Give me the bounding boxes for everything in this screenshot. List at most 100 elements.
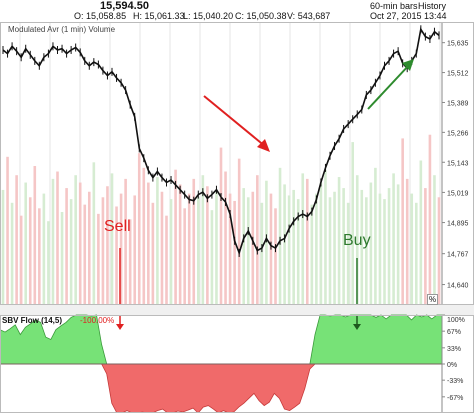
volume-bar [15, 175, 18, 304]
price-tick-label: 15,512 [447, 71, 469, 78]
volume-bar [360, 189, 364, 304]
volume-bar [6, 156, 9, 304]
ohlc-v-value: 543,687 [297, 11, 331, 21]
volume-bar [156, 177, 159, 304]
volume-bar [10, 202, 14, 304]
volume-bar [92, 162, 96, 304]
volume-bar [283, 184, 286, 304]
volume-bar [374, 167, 377, 304]
price-tick-label: 15,019 [447, 190, 469, 197]
volume-bar [365, 197, 368, 304]
bars-label[interactable]: 60-min bars [370, 1, 418, 11]
date-label: Oct 27, 2015 13:44 [370, 11, 447, 21]
percent-icon[interactable]: % [427, 294, 439, 305]
volume-bar [174, 169, 177, 304]
volume-bar [210, 210, 214, 304]
volume-bar [433, 175, 436, 304]
volume-bar [315, 193, 318, 304]
volume-bar [187, 193, 191, 304]
volume-bar [369, 182, 373, 304]
ohlc-o: O: 15,058.85 [74, 11, 127, 21]
volume-bar [201, 175, 205, 304]
volume-bar [1, 189, 5, 304]
volume-bar [28, 197, 32, 304]
volume-bar [60, 212, 64, 304]
volume-bar [56, 171, 59, 304]
volume-bar [206, 186, 209, 304]
up-trend-arrow-line [367, 63, 411, 110]
ohlc-h-value: 15,061.33 [144, 11, 185, 21]
buy-label: Buy [343, 232, 371, 249]
volume-bar [414, 202, 418, 304]
volume-bar [392, 173, 395, 304]
ohlc-c-value: 15,050.38 [246, 11, 287, 21]
ohlc-c-key: C [235, 11, 242, 21]
volume-bar [328, 197, 332, 304]
volume-bar [224, 171, 227, 304]
volume-bar [106, 186, 109, 304]
volume-bar [401, 138, 404, 304]
price-tick-label: 15,266 [447, 130, 469, 137]
volume-bar [33, 166, 37, 304]
flow-tick-label: 67% [447, 329, 461, 336]
volume-bar [301, 173, 305, 304]
volume-bar [147, 182, 150, 304]
volume-bar [119, 193, 123, 304]
volume-bar [97, 213, 100, 304]
volume-bar [219, 147, 223, 304]
flow-tick-label: 100% [447, 317, 465, 324]
volume-bar [160, 191, 164, 304]
volume-bar [310, 204, 314, 304]
volume-bar [115, 206, 118, 304]
flow-positive-area [0, 314, 443, 365]
volume-bar [237, 158, 241, 304]
volume-bar [128, 219, 132, 304]
volume-bar [305, 178, 309, 304]
volume-bar [428, 134, 432, 304]
price-tick-label: 15,635 [447, 41, 469, 48]
volume-bar [274, 208, 277, 304]
flow-annotation: -100.00% [80, 316, 115, 325]
price-tick-label: 15,389 [447, 100, 469, 107]
volume-bar [87, 191, 91, 304]
ohlc-v: V: 543,687 [287, 11, 331, 21]
volume-bar [319, 182, 323, 304]
volume-label: Modulated Avr (1 min) Volume [8, 25, 116, 34]
volume-bar [215, 189, 218, 304]
volume-bar [233, 200, 236, 304]
volume-bar [256, 175, 259, 304]
ohlc-c: C: 15,050.38 [235, 11, 287, 21]
price-tick-label: 14,767 [447, 252, 469, 259]
volume-bar [142, 167, 146, 304]
volume-bar [183, 208, 186, 304]
volume-bar [42, 193, 46, 304]
history-label[interactable]: History [418, 1, 447, 11]
volume-bar [151, 202, 155, 304]
volume-bar [24, 182, 28, 304]
volume-bar [396, 184, 400, 304]
ohlc-l-value: 15,040.20 [193, 11, 234, 21]
up-trend-arrow-head [402, 59, 414, 71]
ohlc-h: H: 15,061.33 [133, 11, 185, 21]
ohlc-o-value: 15,058.85 [86, 11, 127, 21]
volume-bar [83, 204, 87, 304]
down-trend-arrow-line [203, 95, 267, 148]
volume-bar [410, 193, 414, 304]
volume-bar [165, 215, 168, 304]
volume-bar [19, 215, 23, 304]
volume-bar [387, 188, 391, 304]
volume-bar [246, 197, 250, 304]
volume-bar [260, 202, 264, 304]
price-tick-label: 15,143 [447, 160, 469, 167]
volume-bar [287, 195, 291, 304]
volume-bar [74, 175, 77, 304]
volume-bar [47, 221, 50, 304]
volume-bar [69, 199, 73, 304]
flow-label: SBV Flow (14,5) [2, 316, 63, 325]
buy-marker-arrow [353, 324, 361, 330]
volume-bar [337, 177, 341, 304]
last-price: 15,594.50 [100, 0, 149, 12]
volume-bar [405, 178, 409, 304]
ohlc-h-key: H [133, 11, 140, 21]
volume-bar [78, 182, 82, 304]
